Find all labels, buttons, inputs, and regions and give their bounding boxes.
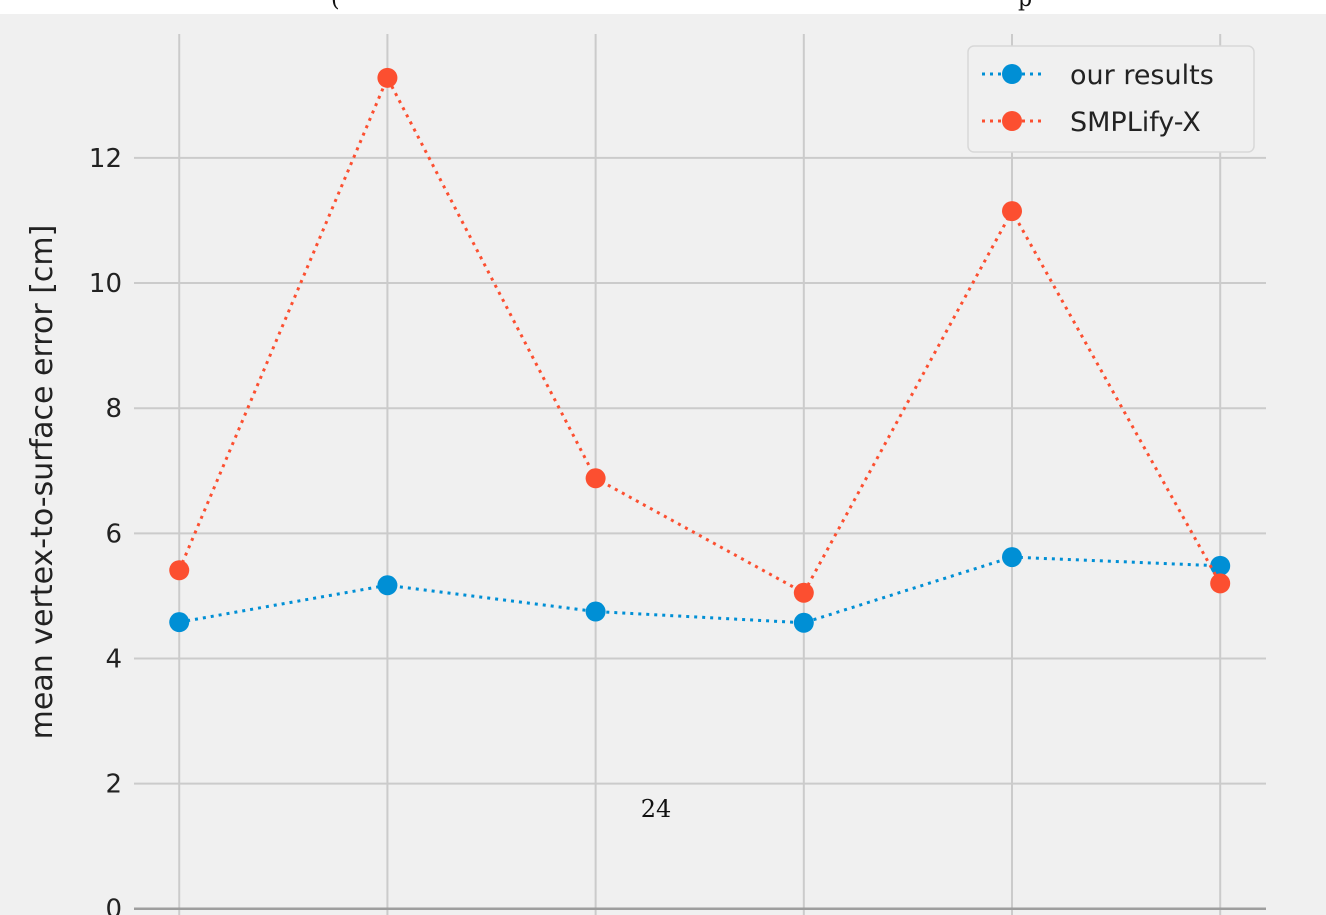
top-caption-right: p [1018,0,1032,12]
point-our-results-5 [1210,555,1231,576]
series-line-smplify-x [177,74,1222,595]
page-top-strip [0,0,1326,14]
legend-marker-our-results [1002,64,1022,84]
y-tick-labels: 0 2 4 6 8 10 12 [89,144,122,915]
legend-marker-smplify-x [1002,111,1022,131]
point-our-results-3 [793,612,814,633]
legend-label-smplify-x: SMPLify-X [1070,107,1201,138]
point-smplify-x-4 [1002,201,1023,222]
series [169,67,1231,633]
point-our-results-4 [1002,547,1023,568]
legend: our results SMPLify-X [967,45,1255,153]
y-tick-label-2: 4 [105,644,122,674]
y-axis-label: mean vertex-to-surface error [cm] [25,225,60,740]
y-tick-label-3: 6 [105,519,122,549]
legend-label-our-results: our results [1070,60,1214,91]
point-smplify-x-1 [377,67,398,88]
top-caption-left: ( [331,0,340,12]
point-smplify-x-3 [793,582,814,603]
point-our-results-0 [169,612,190,633]
page-number: 24 [641,795,672,823]
point-smplify-x-2 [585,468,606,489]
point-smplify-x-0 [169,560,190,581]
y-tick-label-1: 2 [105,770,122,800]
y-tick-label-6: 12 [89,144,122,174]
point-our-results-2 [585,601,606,622]
y-tick-label-0: 0 [105,895,122,915]
point-our-results-1 [377,575,398,596]
y-tick-label-4: 8 [105,394,122,424]
series-line-our-results [178,555,1221,625]
y-tick-label-5: 10 [89,269,122,299]
point-smplify-x-5 [1210,573,1231,594]
